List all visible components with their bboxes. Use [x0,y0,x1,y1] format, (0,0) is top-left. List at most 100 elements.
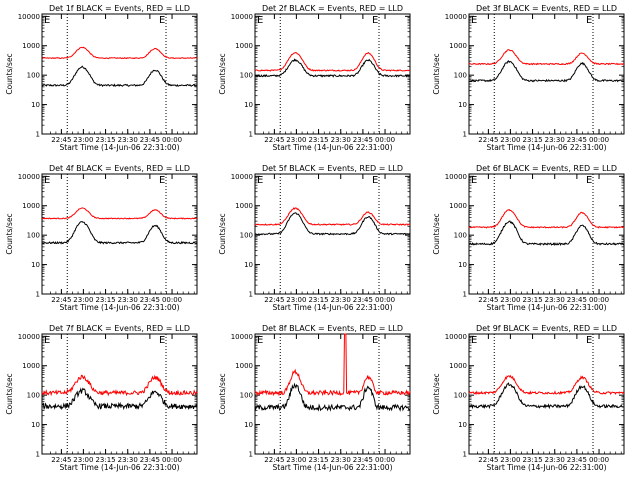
y-tick-label: 1 [36,291,40,299]
y-tick-label: 10000 [445,173,467,181]
x-tick-label: 23:30 [331,296,351,304]
y-tick-label: 10 [458,261,467,269]
y-tick-label: 10 [31,261,40,269]
x-tick-label: 22:45 [51,456,71,464]
x-axis-label: Start Time (14-Jun-06 22:31:00) [487,143,607,152]
y-tick-label: 10000 [18,173,40,181]
y-tick-label: 1000 [449,42,467,50]
y-tick-label: 1 [249,131,253,139]
x-tick-label: 22:45 [478,296,498,304]
plot-frame [41,333,198,455]
x-tick-label: 23:45 [567,456,587,464]
panel-title: Det 5f BLACK = Events, RED = LLD [262,164,403,173]
y-axis-label: Counts/sec [218,53,227,94]
y-tick-label: 10 [458,101,467,109]
x-tick-label: 23:00 [500,136,520,144]
x-tick-label: 23:30 [545,296,565,304]
series-lld-line [254,333,411,397]
x-tick-label: 23:30 [118,296,138,304]
corner-mark-left: E [257,175,263,186]
x-tick-label: 23:15 [95,456,115,464]
y-tick-label: 10 [31,101,40,109]
panel-title: Det 8f BLACK = Events, RED = LLD [262,324,403,333]
x-tick-label: 22:45 [264,136,284,144]
corner-mark-right: E [159,175,165,186]
y-tick-label: 10000 [231,13,253,21]
series-lld-line [41,46,198,60]
x-tick-label: 22:45 [478,136,498,144]
y-tick-label: 1000 [22,202,40,210]
x-tick-label: 23:45 [140,296,160,304]
corner-mark-left: E [257,335,263,346]
corner-mark-left: E [471,335,477,346]
x-tick-label: 23:00 [73,296,93,304]
series-lld-line [254,51,411,72]
plot-frame [254,333,411,455]
x-tick-label: 23:15 [522,296,542,304]
x-axis-label: Start Time (14-Jun-06 22:31:00) [487,303,607,312]
corner-mark-left: E [44,175,50,186]
y-tick-label: 10000 [18,13,40,21]
y-axis-label: Counts/sec [218,213,227,254]
series-events-line [468,220,625,247]
x-axis-label: Start Time (14-Jun-06 22:31:00) [487,463,607,472]
corner-mark-right: E [586,175,592,186]
panel-det-3: Det 3f BLACK = Events, RED = LLD 1 10 100 10… [432,4,625,152]
series-lld-line [468,374,625,396]
series-events-line [41,221,198,245]
corner-mark-right: E [372,175,378,186]
panel-det-4: Det 4f BLACK = Events, RED = LLD 1 10 100 10… [5,164,198,312]
y-tick-label: 1 [36,131,40,139]
series-events-line [41,387,198,411]
y-tick-label: 1000 [22,42,40,50]
x-tick-label: 00:00 [162,136,182,144]
x-tick-label: 23:30 [331,456,351,464]
panel-title: Det 7f BLACK = Events, RED = LLD [49,324,190,333]
panel-det-6: Det 6f BLACK = Events, RED = LLD 1 10 100 10… [432,164,625,312]
x-axis-label: Start Time (14-Jun-06 22:31:00) [273,303,393,312]
x-tick-label: 23:00 [286,456,306,464]
corner-mark-left: E [44,15,50,26]
series-lld-line [468,49,625,66]
x-tick-label: 23:45 [567,136,587,144]
x-tick-label: 23:00 [73,136,93,144]
series-events-line [41,65,198,88]
x-tick-label: 23:00 [500,456,520,464]
x-tick-label: 23:00 [73,456,93,464]
y-tick-label: 100 [240,232,253,240]
y-axis-label: Counts/sec [5,373,14,414]
y-tick-label: 1000 [235,42,253,50]
panel-title: Det 6f BLACK = Events, RED = LLD [476,164,617,173]
x-tick-label: 23:45 [567,296,587,304]
y-tick-label: 10000 [445,13,467,21]
plot-frame [468,333,625,455]
x-tick-label: 23:45 [353,456,373,464]
corner-mark-left: E [471,175,477,186]
x-tick-label: 00:00 [375,136,395,144]
x-tick-label: 23:15 [95,136,115,144]
plot-frame [254,13,411,135]
x-tick-label: 23:45 [353,136,373,144]
series-events-line [468,60,625,83]
y-tick-label: 10 [244,101,253,109]
y-tick-label: 1000 [22,362,40,370]
y-tick-label: 1000 [235,202,253,210]
x-tick-label: 22:45 [51,136,71,144]
series-events-line [254,58,411,78]
corner-mark-right: E [586,335,592,346]
y-tick-label: 1000 [449,362,467,370]
y-tick-label: 10000 [18,333,40,341]
corner-mark-right: E [372,15,378,26]
x-tick-label: 23:45 [140,136,160,144]
y-tick-label: 10 [244,261,253,269]
y-tick-label: 1 [463,131,467,139]
y-tick-label: 100 [27,392,40,400]
x-axis-label: Start Time (14-Jun-06 22:31:00) [273,143,393,152]
series-lld-line [468,208,625,229]
x-tick-label: 23:30 [331,136,351,144]
panel-det-1: Det 1f BLACK = Events, RED = LLD 1 10 100 10… [5,4,198,152]
y-tick-label: 10000 [231,173,253,181]
x-tick-label: 23:45 [140,456,160,464]
y-tick-label: 1 [463,291,467,299]
y-tick-label: 100 [454,392,467,400]
